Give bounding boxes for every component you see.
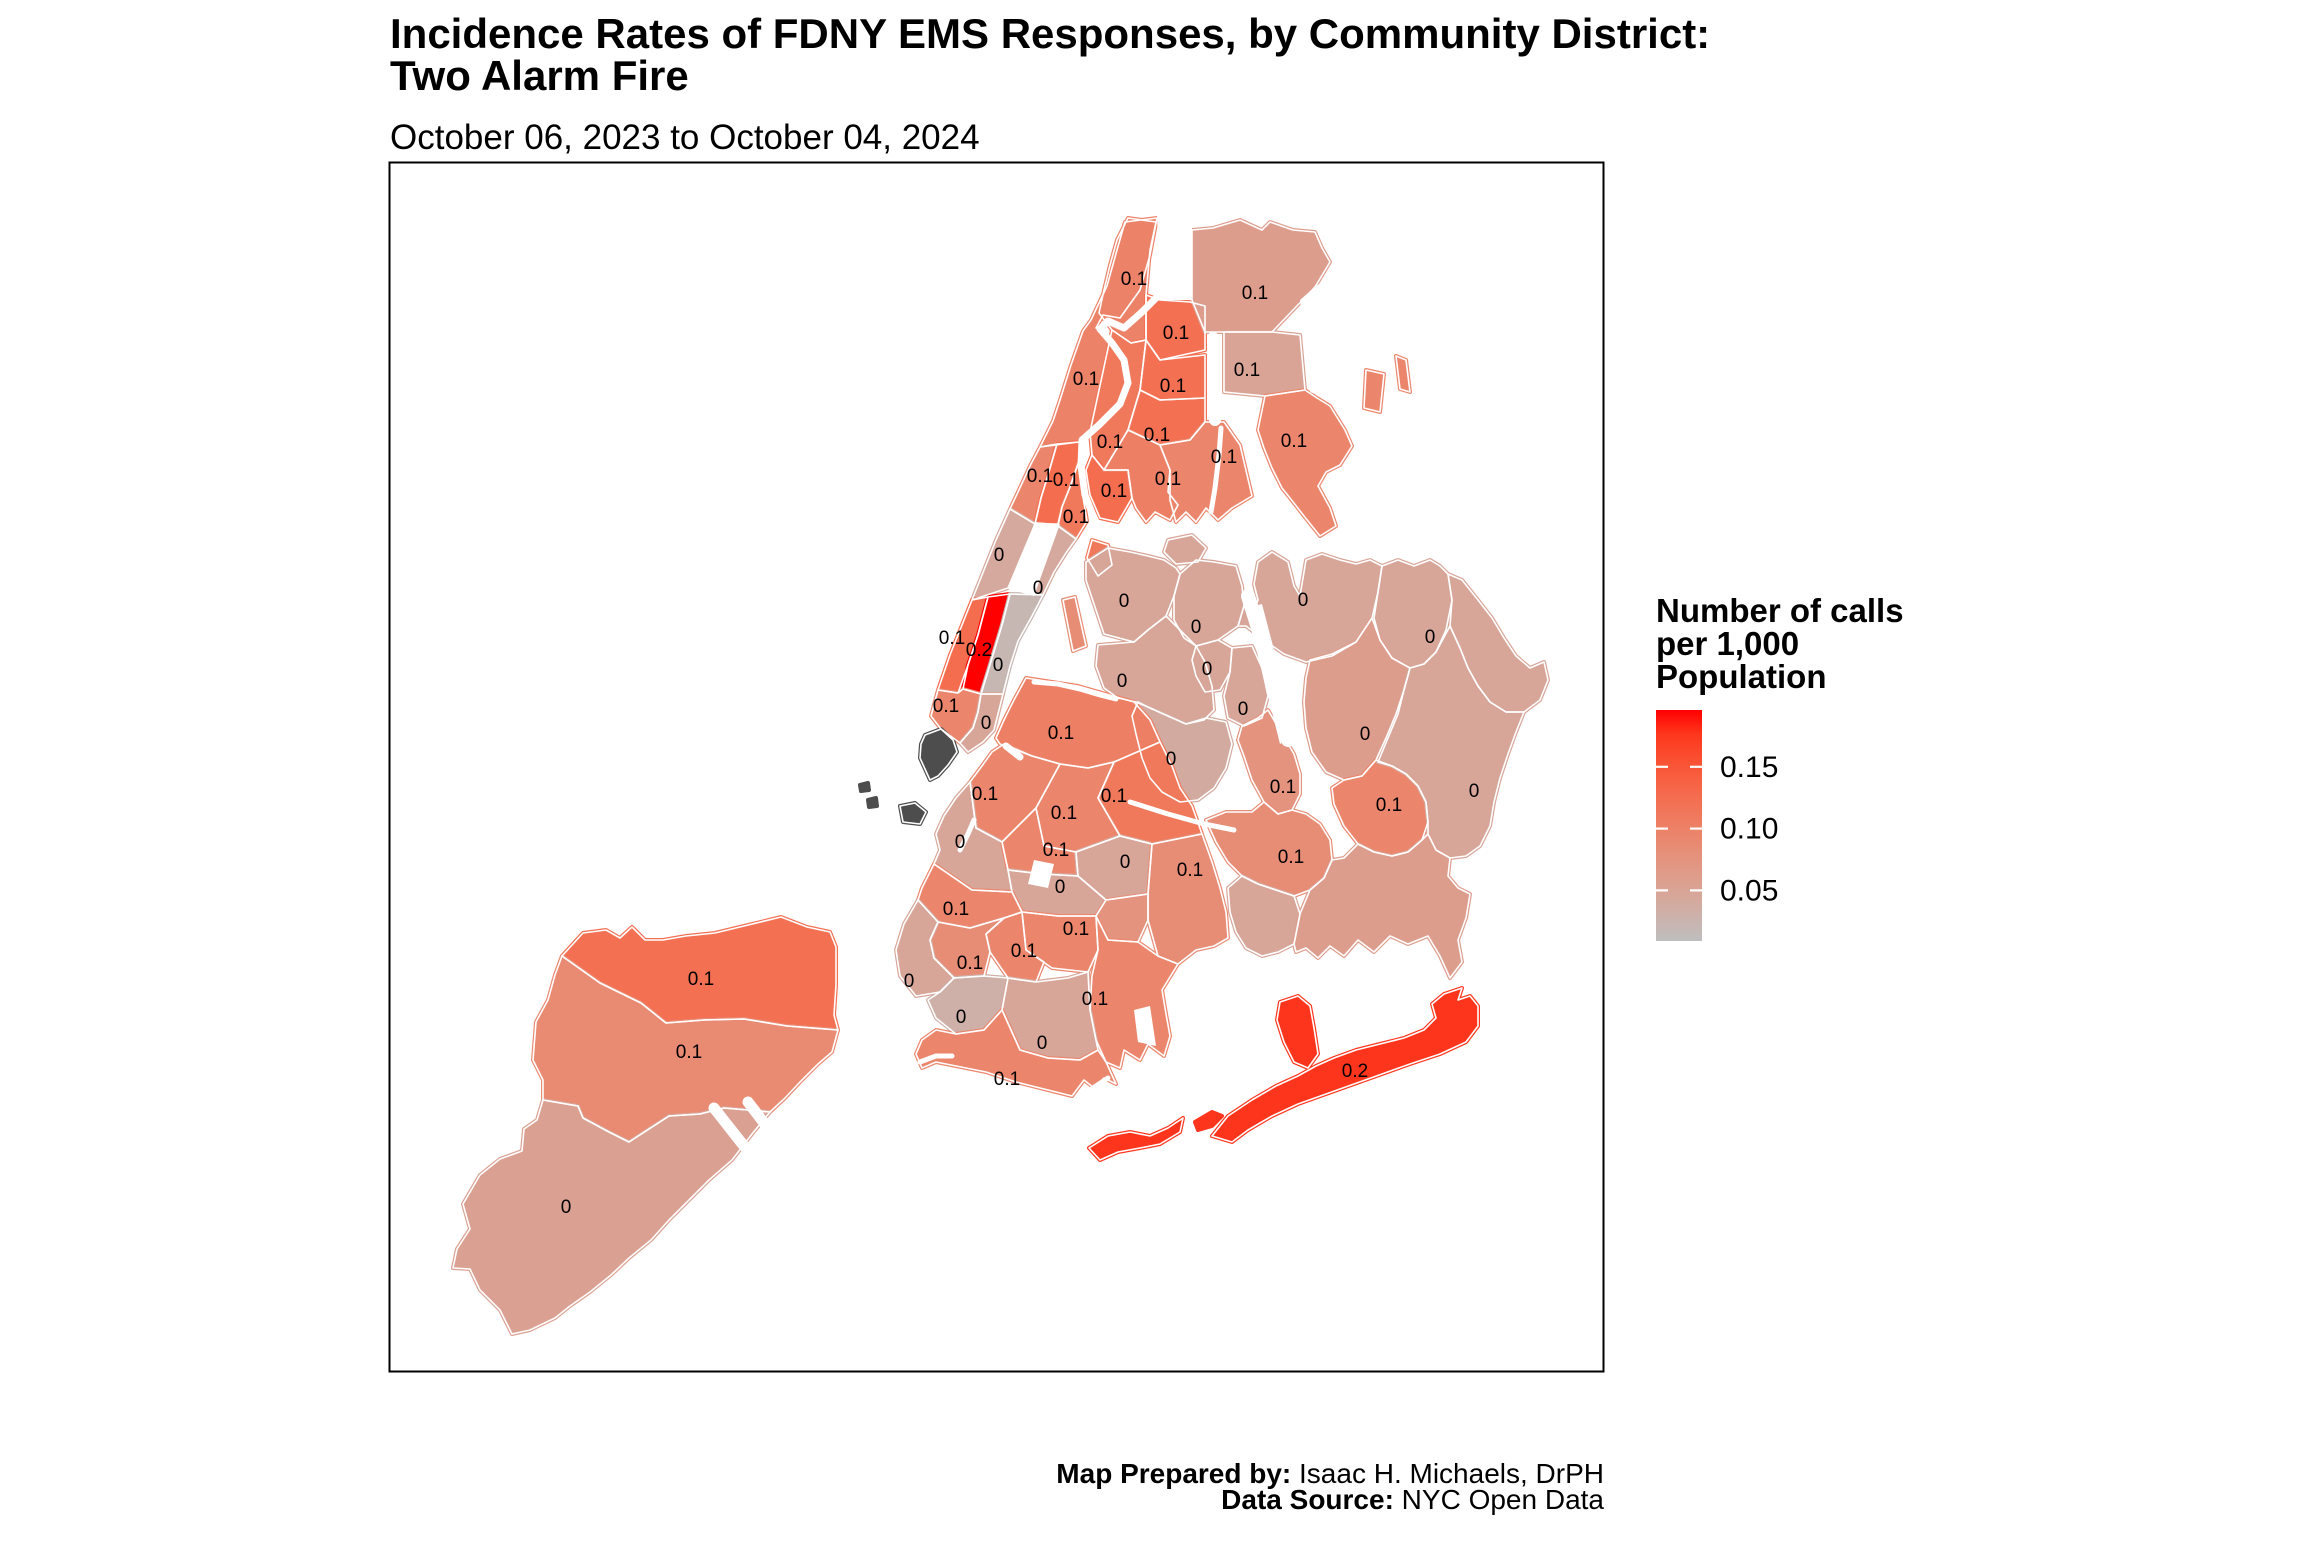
svg-text:0.1: 0.1 <box>1177 860 1203 881</box>
svg-text:0.1: 0.1 <box>1097 432 1123 453</box>
svg-text:0.2: 0.2 <box>1342 1061 1368 1082</box>
svg-text:0: 0 <box>1298 590 1309 611</box>
svg-text:0.1: 0.1 <box>972 784 998 805</box>
svg-text:0.1: 0.1 <box>1234 360 1260 381</box>
svg-text:0.1: 0.1 <box>1051 803 1077 824</box>
svg-text:0: 0 <box>1425 627 1436 648</box>
svg-text:0.1: 0.1 <box>1155 469 1181 490</box>
svg-text:0.1: 0.1 <box>676 1042 702 1063</box>
svg-text:0.1: 0.1 <box>933 696 959 717</box>
svg-text:0.05: 0.05 <box>1720 874 1778 907</box>
svg-text:0.1: 0.1 <box>1043 840 1069 861</box>
svg-text:0: 0 <box>1360 724 1371 745</box>
svg-text:per 1,000: per 1,000 <box>1656 625 1799 662</box>
svg-text:0.1: 0.1 <box>1101 786 1127 807</box>
svg-text:Population: Population <box>1656 658 1826 695</box>
svg-text:0: 0 <box>956 1007 967 1028</box>
svg-text:0.1: 0.1 <box>1027 466 1053 487</box>
svg-text:0.1: 0.1 <box>994 1069 1020 1090</box>
svg-text:0: 0 <box>1117 671 1128 692</box>
svg-text:0.1: 0.1 <box>1101 481 1127 502</box>
svg-text:0.1: 0.1 <box>1160 376 1186 397</box>
svg-text:0.1: 0.1 <box>1011 941 1037 962</box>
svg-text:0.1: 0.1 <box>1144 425 1170 446</box>
svg-text:0: 0 <box>1055 877 1066 898</box>
svg-text:0: 0 <box>1202 659 1213 680</box>
svg-text:0.1: 0.1 <box>1163 323 1189 344</box>
svg-text:0.15: 0.15 <box>1720 751 1778 784</box>
svg-text:0: 0 <box>904 971 915 992</box>
svg-text:0.1: 0.1 <box>1211 447 1237 468</box>
svg-text:0: 0 <box>1120 852 1131 873</box>
svg-text:0.1: 0.1 <box>1048 723 1074 744</box>
svg-text:0.1: 0.1 <box>957 953 983 974</box>
svg-text:0.1: 0.1 <box>943 899 969 920</box>
svg-text:0: 0 <box>1166 749 1177 770</box>
svg-text:0.1: 0.1 <box>1121 269 1147 290</box>
svg-text:0: 0 <box>1033 578 1044 599</box>
svg-text:0.1: 0.1 <box>1063 507 1089 528</box>
svg-text:0.1: 0.1 <box>1073 369 1099 390</box>
svg-text:0: 0 <box>1238 699 1249 720</box>
svg-text:0: 0 <box>1119 591 1130 612</box>
svg-text:0: 0 <box>955 832 966 853</box>
svg-text:0.1: 0.1 <box>1270 777 1296 798</box>
svg-text:0.1: 0.1 <box>1242 283 1268 304</box>
svg-text:0: 0 <box>1469 781 1480 802</box>
svg-text:0: 0 <box>981 713 992 734</box>
svg-text:0.1: 0.1 <box>1281 431 1307 452</box>
svg-text:0.2: 0.2 <box>966 640 992 661</box>
svg-text:0: 0 <box>561 1197 572 1218</box>
svg-text:0.10: 0.10 <box>1720 813 1778 846</box>
svg-text:0.1: 0.1 <box>1053 470 1079 491</box>
svg-text:0: 0 <box>1191 617 1202 638</box>
svg-text:0.1: 0.1 <box>1082 989 1108 1010</box>
svg-text:0: 0 <box>994 545 1005 566</box>
svg-text:Number of calls: Number of calls <box>1656 592 1904 629</box>
svg-text:0.1: 0.1 <box>939 628 965 649</box>
svg-text:0.1: 0.1 <box>1376 795 1402 816</box>
svg-text:0: 0 <box>1037 1033 1048 1054</box>
svg-text:0.1: 0.1 <box>1278 847 1304 868</box>
svg-text:0.1: 0.1 <box>688 969 714 990</box>
svg-text:0.1: 0.1 <box>1063 919 1089 940</box>
svg-text:0: 0 <box>993 655 1004 676</box>
